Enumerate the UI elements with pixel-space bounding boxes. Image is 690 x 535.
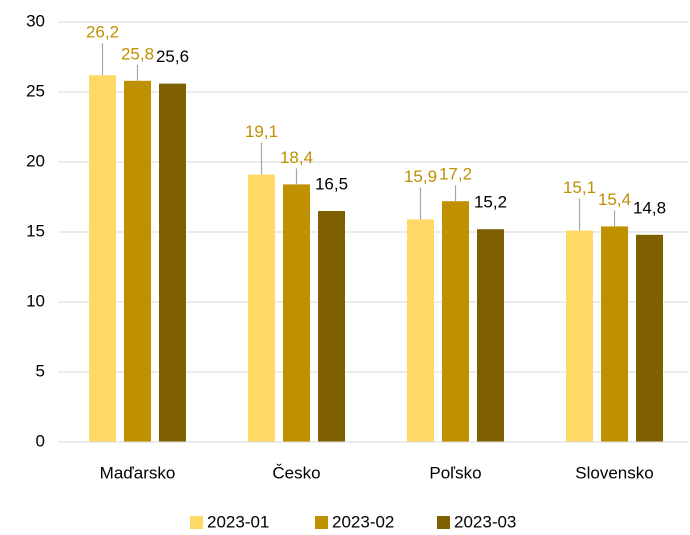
bar — [636, 234, 663, 442]
bar — [248, 174, 275, 442]
x-tick-label: Česko — [272, 463, 320, 482]
bar — [566, 230, 593, 442]
x-tick-label: Poľsko — [429, 463, 481, 482]
legend-label: 2023-02 — [332, 512, 394, 531]
legend-label: 2023-03 — [454, 512, 516, 531]
y-tick-label: 15 — [26, 221, 45, 240]
bar — [407, 219, 434, 442]
x-tick-label: Slovensko — [575, 463, 653, 482]
y-tick-label: 30 — [26, 11, 45, 30]
data-label: 19,1 — [245, 122, 278, 141]
data-label: 15,4 — [598, 190, 631, 209]
bar — [283, 184, 310, 442]
x-tick-label: Maďarsko — [100, 463, 176, 482]
data-label: 15,9 — [404, 167, 437, 186]
legend-swatch — [315, 516, 328, 529]
legend-swatch — [190, 516, 203, 529]
y-tick-label: 5 — [36, 361, 45, 380]
bar — [477, 229, 504, 442]
bar — [124, 80, 151, 443]
data-label: 16,5 — [315, 174, 348, 193]
data-label: 18,4 — [280, 148, 313, 167]
data-label: 14,8 — [633, 198, 666, 217]
data-label: 26,2 — [86, 23, 119, 42]
bar — [318, 211, 345, 442]
y-tick-label: 25 — [26, 81, 45, 100]
y-tick-label: 20 — [26, 151, 45, 170]
y-tick-label: 10 — [26, 291, 45, 310]
data-label: 17,2 — [439, 165, 472, 184]
data-label: 25,6 — [156, 47, 189, 66]
data-label: 15,1 — [563, 178, 596, 197]
legend-label: 2023-01 — [207, 512, 269, 531]
data-label: 15,2 — [474, 193, 507, 212]
bar — [442, 201, 469, 442]
bar — [601, 226, 628, 442]
data-label: 25,8 — [121, 44, 154, 63]
y-tick-label: 0 — [36, 431, 45, 450]
legend-swatch — [437, 516, 450, 529]
bar — [89, 75, 116, 442]
bar — [159, 83, 186, 442]
